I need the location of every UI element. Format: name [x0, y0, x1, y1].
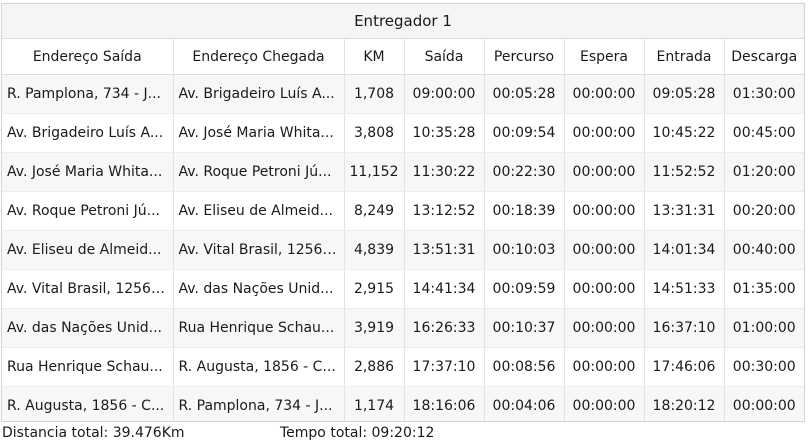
cell-saida[interactable]: 13:12:52: [404, 191, 485, 231]
cell-endereco-saida[interactable]: Av. Vital Brasil, 1256 ...: [2, 269, 174, 309]
cell-km[interactable]: 11,152: [344, 152, 405, 192]
cell-km[interactable]: 2,886: [344, 347, 405, 387]
cell-endereco-chegada[interactable]: Av. José Maria Whita...: [173, 113, 345, 153]
cell-descarga[interactable]: 00:30:00: [724, 347, 804, 387]
table-title: Entregador 1: [2, 4, 804, 39]
col-header-endereco-chegada[interactable]: Endereço Chegada: [173, 39, 345, 75]
header-row: Endereço Saída Endereço Chegada KM Saída…: [2, 39, 804, 75]
cell-saida[interactable]: 10:35:28: [404, 113, 485, 153]
cell-espera[interactable]: 00:00:00: [564, 152, 645, 192]
cell-km[interactable]: 4,839: [344, 230, 405, 270]
cell-espera[interactable]: 00:00:00: [564, 269, 645, 309]
cell-saida[interactable]: 17:37:10: [404, 347, 485, 387]
cell-espera[interactable]: 00:00:00: [564, 308, 645, 348]
cell-entrada[interactable]: 17:46:06: [644, 347, 725, 387]
table-row[interactable]: Av. José Maria Whita... Av. Roque Petroni…: [2, 152, 804, 192]
cell-endereco-chegada[interactable]: Av. Eliseu de Almeid...: [173, 191, 345, 231]
cell-endereco-chegada[interactable]: Av. Vital Brasil, 1256 ...: [173, 230, 345, 270]
cell-entrada[interactable]: 09:05:28: [644, 74, 725, 114]
cell-descarga[interactable]: 00:00:00: [724, 386, 804, 421]
cell-saida[interactable]: 13:51:31: [404, 230, 485, 270]
cell-endereco-chegada[interactable]: R. Augusta, 1856 - C...: [173, 347, 345, 387]
cell-descarga[interactable]: 00:40:00: [724, 230, 804, 270]
cell-endereco-saida[interactable]: Av. das Nações Unid...: [2, 308, 174, 348]
col-header-km[interactable]: KM: [344, 39, 405, 75]
total-distance: Distancia total: 39.476Km: [2, 425, 185, 441]
cell-descarga[interactable]: 00:45:00: [724, 113, 804, 153]
table-row[interactable]: Av. das Nações Unid... Rua Henrique Schau…: [2, 308, 804, 348]
col-header-saida[interactable]: Saída: [404, 39, 485, 75]
delivery-table-panel: Entregador 1 Endereço Saída Endereço Che…: [1, 3, 805, 422]
cell-percurso[interactable]: 00:05:28: [484, 74, 565, 114]
cell-endereco-saida[interactable]: Av. Eliseu de Almeid...: [2, 230, 174, 270]
cell-saida[interactable]: 18:16:06: [404, 386, 485, 421]
table-row[interactable]: R. Augusta, 1856 - C... R. Pamplona, 734 …: [2, 386, 804, 421]
cell-endereco-chegada[interactable]: Rua Henrique Schau...: [173, 308, 345, 348]
cell-km[interactable]: 3,808: [344, 113, 405, 153]
table-row[interactable]: R. Pamplona, 734 - J... Av. Brigadeiro Lu…: [2, 74, 804, 114]
total-time: Tempo total: 09:20:12: [280, 425, 435, 441]
col-header-entrada[interactable]: Entrada: [644, 39, 725, 75]
cell-espera[interactable]: 00:00:00: [564, 386, 645, 421]
table-row[interactable]: Av. Brigadeiro Luís A... Av. José Maria W…: [2, 113, 804, 153]
cell-km[interactable]: 1,708: [344, 74, 405, 114]
cell-descarga[interactable]: 01:20:00: [724, 152, 804, 192]
cell-percurso[interactable]: 00:10:03: [484, 230, 565, 270]
cell-km[interactable]: 2,915: [344, 269, 405, 309]
table-row[interactable]: Av. Vital Brasil, 1256 ... Av. das Nações…: [2, 269, 804, 309]
cell-percurso[interactable]: 00:04:06: [484, 386, 565, 421]
cell-endereco-chegada[interactable]: Av. Roque Petroni Jú...: [173, 152, 345, 192]
cell-endereco-chegada[interactable]: Av. das Nações Unid...: [173, 269, 345, 309]
cell-espera[interactable]: 00:00:00: [564, 113, 645, 153]
cell-entrada[interactable]: 14:01:34: [644, 230, 725, 270]
cell-percurso[interactable]: 00:09:59: [484, 269, 565, 309]
cell-percurso[interactable]: 00:08:56: [484, 347, 565, 387]
cell-km[interactable]: 8,249: [344, 191, 405, 231]
cell-endereco-saida[interactable]: R. Augusta, 1856 - C...: [2, 386, 174, 421]
cell-espera[interactable]: 00:00:00: [564, 230, 645, 270]
cell-percurso[interactable]: 00:09:54: [484, 113, 565, 153]
cell-percurso[interactable]: 00:18:39: [484, 191, 565, 231]
cell-entrada[interactable]: 14:51:33: [644, 269, 725, 309]
cell-entrada[interactable]: 16:37:10: [644, 308, 725, 348]
table-row[interactable]: Av. Roque Petroni Jú... Av. Eliseu de Alm…: [2, 191, 804, 231]
cell-saida[interactable]: 11:30:22: [404, 152, 485, 192]
cell-entrada[interactable]: 13:31:31: [644, 191, 725, 231]
cell-descarga[interactable]: 00:20:00: [724, 191, 804, 231]
cell-endereco-saida[interactable]: Av. José Maria Whita...: [2, 152, 174, 192]
cell-endereco-saida[interactable]: R. Pamplona, 734 - J...: [2, 74, 174, 114]
cell-endereco-saida[interactable]: Av. Brigadeiro Luís A...: [2, 113, 174, 153]
cell-espera[interactable]: 00:00:00: [564, 347, 645, 387]
cell-endereco-chegada[interactable]: R. Pamplona, 734 - J...: [173, 386, 345, 421]
col-header-percurso[interactable]: Percurso: [484, 39, 565, 75]
cell-entrada[interactable]: 18:20:12: [644, 386, 725, 421]
cell-entrada[interactable]: 10:45:22: [644, 113, 725, 153]
cell-descarga[interactable]: 01:35:00: [724, 269, 804, 309]
route-table: Endereço Saída Endereço Chegada KM Saída…: [2, 39, 804, 421]
table-row[interactable]: Rua Henrique Schau... R. Augusta, 1856 - …: [2, 347, 804, 387]
col-header-endereco-saida[interactable]: Endereço Saída: [2, 39, 174, 75]
cell-percurso[interactable]: 00:10:37: [484, 308, 565, 348]
cell-percurso[interactable]: 00:22:30: [484, 152, 565, 192]
cell-endereco-chegada[interactable]: Av. Brigadeiro Luís A...: [173, 74, 345, 114]
cell-km[interactable]: 3,919: [344, 308, 405, 348]
cell-endereco-saida[interactable]: Rua Henrique Schau...: [2, 347, 174, 387]
cell-endereco-saida[interactable]: Av. Roque Petroni Jú...: [2, 191, 174, 231]
cell-entrada[interactable]: 11:52:52: [644, 152, 725, 192]
cell-descarga[interactable]: 01:00:00: [724, 308, 804, 348]
cell-espera[interactable]: 00:00:00: [564, 191, 645, 231]
col-header-espera[interactable]: Espera: [564, 39, 645, 75]
cell-espera[interactable]: 00:00:00: [564, 74, 645, 114]
cell-saida[interactable]: 14:41:34: [404, 269, 485, 309]
cell-saida[interactable]: 16:26:33: [404, 308, 485, 348]
col-header-descarga[interactable]: Descarga: [724, 39, 804, 75]
table-row[interactable]: Av. Eliseu de Almeid... Av. Vital Brasil,…: [2, 230, 804, 270]
cell-descarga[interactable]: 01:30:00: [724, 74, 804, 114]
cell-km[interactable]: 1,174: [344, 386, 405, 421]
cell-saida[interactable]: 09:00:00: [404, 74, 485, 114]
